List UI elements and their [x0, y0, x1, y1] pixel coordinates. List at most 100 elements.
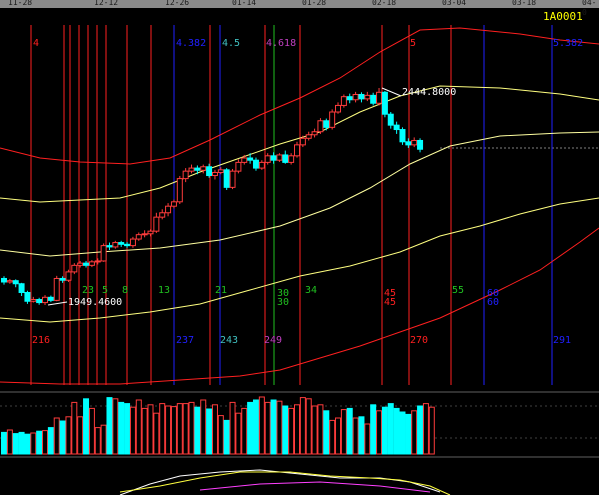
volume-bar — [53, 417, 60, 455]
volume-bar — [112, 398, 119, 455]
volume-bar — [282, 405, 289, 455]
volume-bar — [376, 410, 383, 455]
volume-bar — [364, 423, 371, 455]
cycle-label-bottom: 291 — [553, 335, 571, 346]
candle — [170, 201, 177, 207]
volume-bar — [270, 399, 277, 455]
candle — [6, 280, 13, 283]
cycle-label-top: 5.382 — [553, 38, 583, 49]
candle — [241, 157, 248, 163]
date-label: 12-26 — [165, 0, 190, 7]
candle — [411, 139, 418, 146]
cycle-label-mid: 45 — [384, 288, 396, 299]
candle — [71, 264, 78, 273]
volume-bar — [188, 401, 195, 455]
candle — [12, 280, 19, 285]
volume-bar — [106, 397, 113, 455]
volume-bar — [411, 410, 418, 455]
volume-bar — [200, 399, 207, 455]
candle — [229, 170, 236, 188]
volume-bar — [352, 417, 359, 455]
volume-bar — [370, 404, 377, 455]
volume-bar — [6, 429, 13, 455]
candle — [59, 277, 66, 281]
volume-bar — [417, 405, 424, 455]
cycle-label-mid: 8 — [122, 285, 128, 296]
volume-bar — [405, 413, 412, 455]
cycle-label-mid: 23 — [82, 285, 94, 296]
candle — [305, 134, 312, 139]
candle — [30, 299, 37, 302]
candle — [106, 245, 113, 248]
cycle-label-mid: 30 — [277, 297, 289, 308]
volume-bar — [77, 416, 84, 455]
volume-bar — [381, 406, 388, 455]
volume-bar — [176, 403, 183, 455]
volume-bar — [399, 411, 406, 455]
cycle-label-mid: 30 — [277, 288, 289, 299]
volume-bar — [30, 432, 37, 455]
volume-bar — [18, 431, 25, 455]
cycle-label-top: 4.618 — [266, 38, 296, 49]
candle — [270, 155, 277, 161]
candle — [352, 93, 359, 101]
candle — [299, 137, 306, 146]
high-price-pointer — [381, 87, 402, 97]
candle — [252, 159, 259, 169]
volume-bar — [59, 420, 66, 455]
low-price-pointer — [47, 301, 68, 306]
cycle-label-bottom: 249 — [264, 335, 282, 346]
volume-bar — [252, 399, 259, 455]
candle — [18, 283, 25, 293]
candle — [194, 167, 201, 171]
volume-bar — [358, 416, 365, 455]
candle — [329, 111, 336, 128]
candle — [141, 233, 148, 236]
volume-bar — [428, 406, 435, 455]
candle — [288, 155, 295, 163]
volume-bar — [147, 404, 154, 455]
date-axis: 11-28 12-12 12-26 01-14 01-28 02-18 03-0… — [0, 0, 599, 17]
cycle-label-top: 4.382 — [176, 38, 206, 49]
date-label: 12-12 — [94, 0, 119, 7]
volume-bar — [71, 401, 78, 455]
volume-bar — [100, 424, 107, 455]
candle — [159, 212, 166, 218]
volume-bar — [135, 399, 142, 455]
candle — [346, 96, 353, 101]
cycle-label-bottom: 243 — [220, 335, 238, 346]
candle — [340, 96, 347, 106]
candle — [370, 94, 377, 104]
low-price-label: 1949.4600 — [68, 297, 122, 308]
oscillator-line — [119, 469, 441, 495]
volume-bar — [36, 430, 43, 455]
volume-bar — [346, 407, 353, 455]
cycle-label-mid: 5 — [102, 285, 108, 296]
volume-bar — [229, 401, 236, 455]
candle — [323, 120, 330, 128]
volume-bar — [88, 407, 95, 455]
candle — [387, 113, 394, 126]
date-label: 03-04 — [442, 0, 467, 7]
volume-bar — [124, 403, 131, 455]
volume-bar — [223, 419, 230, 455]
candle — [294, 144, 300, 157]
volume-bar — [317, 404, 324, 455]
symbol-code[interactable]: 1A0001 — [543, 10, 583, 23]
candle — [53, 277, 60, 301]
candle — [258, 161, 265, 169]
volume-bar — [159, 403, 166, 455]
date-label: 01-14 — [232, 0, 257, 7]
volume-bar — [305, 398, 312, 455]
high-price-label: 2444.8000 — [402, 87, 456, 98]
oscillator-line — [199, 481, 431, 493]
candle — [247, 157, 254, 161]
lower-band-outer — [0, 227, 599, 385]
candle — [358, 93, 365, 100]
candle — [77, 262, 84, 266]
cycle-label-mid: 45 — [384, 297, 396, 308]
volume-bar — [42, 430, 49, 455]
volume-bar — [118, 401, 125, 455]
